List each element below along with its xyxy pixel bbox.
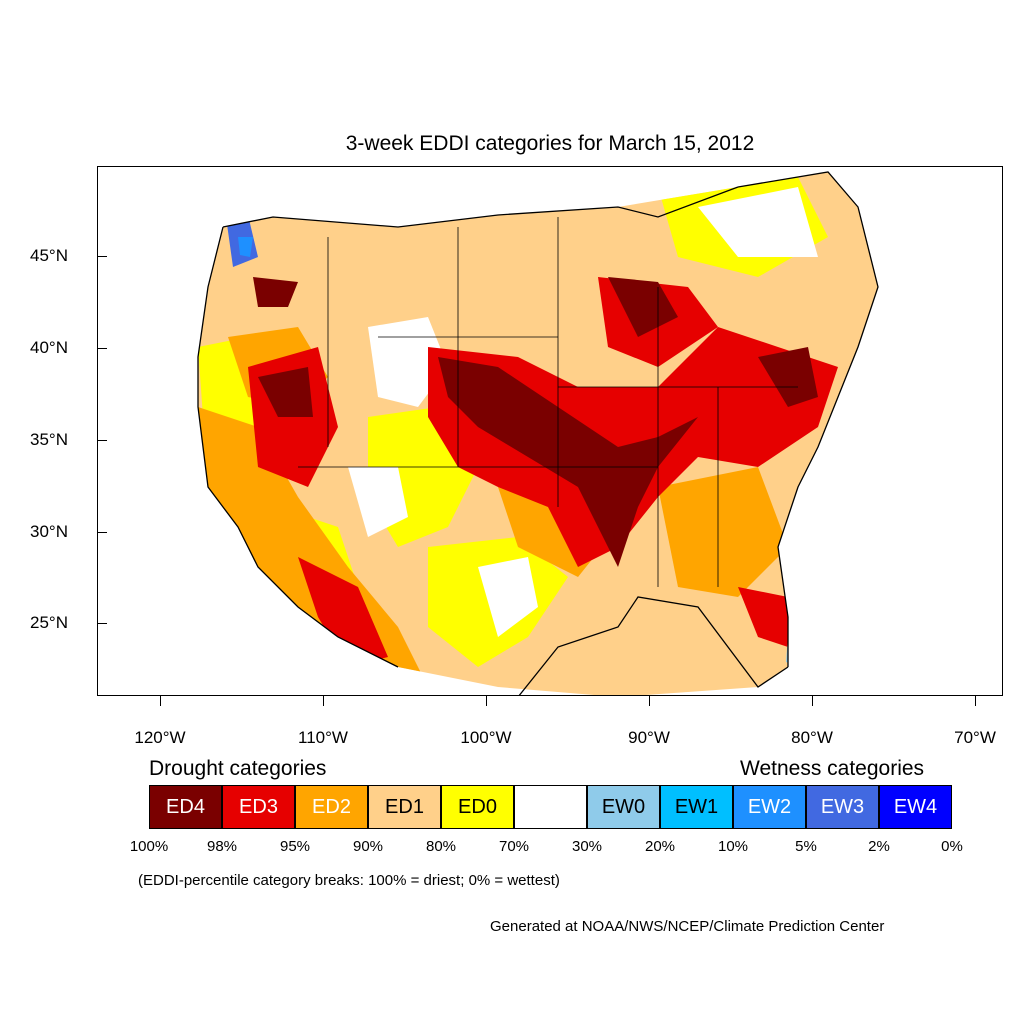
legend-swatch-ed4: ED4 [149,785,222,829]
ed4-region-idaho [253,277,298,307]
legend-break-label: 2% [868,838,890,855]
legend-break-label: 90% [352,838,384,855]
ytick-label: 25°N [30,613,68,632]
gulf-coast [518,596,789,695]
ytick-mark-45 [97,256,107,257]
xtick-label: 70°W [954,728,996,747]
xtick-label: 80°W [791,728,833,747]
near-normal-region-nm [348,467,408,537]
xtick-mark-120 [160,696,161,706]
legend-break-label: 10% [717,838,749,855]
xtick-mark-110 [323,696,324,706]
pacific-coast [197,226,399,668]
legend-break-label: 20% [644,838,676,855]
ytick-mark-25 [97,623,107,624]
northern-border [222,186,739,228]
near-normal-region-ontario [698,187,818,257]
legend-swatch-ed0: ED0 [441,785,514,829]
legend-break-label: 98% [206,838,238,855]
wetness-categories-heading: Wetness categories [740,757,925,780]
xtick-mark-100 [486,696,487,706]
ytick-label: 35°N [30,430,68,449]
east-coast [737,171,879,667]
ytick-label: 40°N [30,338,68,357]
drought-categories-heading: Drought categories [149,757,327,780]
category-breaks-note: (EDDI-percentile category breaks: 100% =… [138,872,560,889]
boundaries [197,171,879,695]
legend-break-label: 95% [279,838,311,855]
ed3-region-florida [738,587,788,647]
xtick-label: 100°W [460,728,512,747]
legend-break-label: 30% [571,838,603,855]
legend-swatch-ew4: EW4 [879,785,952,829]
legend-swatch-ed2: ED2 [295,785,368,829]
ytick-label: 30°N [30,522,68,541]
ed4-region-mid-atlantic [758,347,818,407]
legend-swatch-ew2: EW2 [733,785,806,829]
ytick-mark-30 [97,532,107,533]
ed4-region-plains [438,357,698,567]
ed2-region-southeast [658,467,788,597]
legend-swatch-ed3: ED3 [222,785,295,829]
ew2-region-washington [238,237,253,257]
eddi-field [198,172,878,695]
ytick-label: 45°N [30,246,68,265]
xtick-label: 120°W [134,728,186,747]
near-normal-region-tx [478,557,538,637]
xtick-mark-80 [812,696,813,706]
legend-break-label: 5% [795,838,817,855]
legend-break-label: 80% [425,838,457,855]
legend-swatch-ew3: EW3 [806,785,879,829]
legend-swatch-near-normal [514,785,587,829]
credit-line: Generated at NOAA/NWS/NCEP/Climate Predi… [490,918,885,935]
ed4-region-michigan [608,277,678,337]
eddi-map [197,171,879,695]
ytick-mark-40 [97,348,107,349]
ed4-region-nevada [258,367,313,417]
legend-swatch-ed1: ED1 [368,785,441,829]
legend-swatch-ew1: EW1 [660,785,733,829]
xtick-label: 110°W [298,728,348,747]
map-title: 3-week EDDI categories for March 15, 201… [345,132,755,155]
legend-swatch-ew0: EW0 [587,785,660,829]
legend-break-label: 70% [498,838,530,855]
legend-break-label: 0% [941,838,963,855]
ytick-mark-35 [97,440,107,441]
xtick-label: 90°W [628,728,670,747]
xtick-mark-70 [975,696,976,706]
legend-break-label: 100% [129,838,169,855]
xtick-mark-90 [649,696,650,706]
ed3-region-sonora [298,557,388,667]
map-panel [97,166,1003,696]
